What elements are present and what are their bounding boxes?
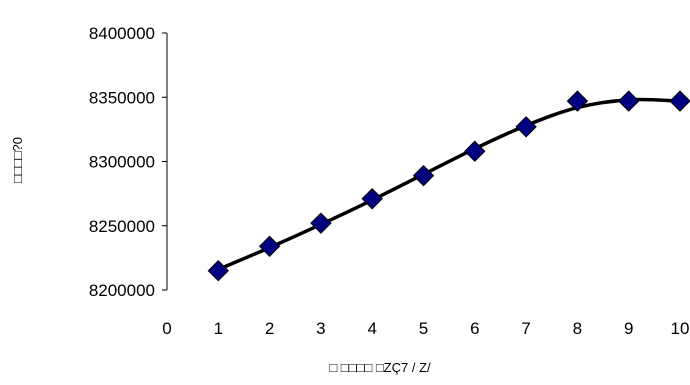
x-tick-label: 8: [573, 319, 582, 338]
data-point: [207, 260, 230, 282]
data-point: [515, 116, 537, 138]
data-points: [207, 90, 690, 282]
y-axis: 8200000 8250000 8300000 8350000 8400000: [89, 24, 168, 300]
x-tick-label: 2: [265, 319, 274, 338]
y-tick-label: 8300000: [89, 153, 155, 172]
x-tick-label: 9: [624, 319, 633, 338]
data-point: [566, 90, 589, 112]
trendline-path: [216, 97, 682, 272]
x-tick-label: 6: [470, 319, 479, 338]
data-point: [412, 164, 435, 187]
x-tick-label: 10: [671, 319, 690, 338]
x-axis-title: □ □□□□ □ZÇ7 / Z/: [329, 360, 431, 375]
x-tick-label: 0: [162, 319, 171, 338]
y-axis-title: □□□□?0: [10, 137, 25, 183]
data-point: [361, 188, 383, 210]
x-tick-label: 7: [521, 319, 530, 338]
x-tick-label: 5: [419, 319, 428, 338]
data-point: [669, 90, 690, 112]
y-tick-label: 8350000: [89, 88, 155, 107]
y-tick-label: 8200000: [89, 281, 155, 300]
data-point: [258, 235, 281, 258]
x-axis: 0 1 2 3 4 5 6 7 8 9 10: [162, 319, 689, 338]
x-tick-label: 1: [214, 319, 223, 338]
x-tick-label: 4: [367, 319, 376, 338]
data-point: [310, 212, 332, 234]
y-tick-label: 8250000: [89, 217, 155, 236]
y-tick-label: 8400000: [89, 24, 155, 43]
data-point: [617, 90, 640, 112]
x-tick-label: 3: [316, 319, 325, 338]
trendline: [216, 97, 682, 272]
data-point: [464, 140, 486, 162]
